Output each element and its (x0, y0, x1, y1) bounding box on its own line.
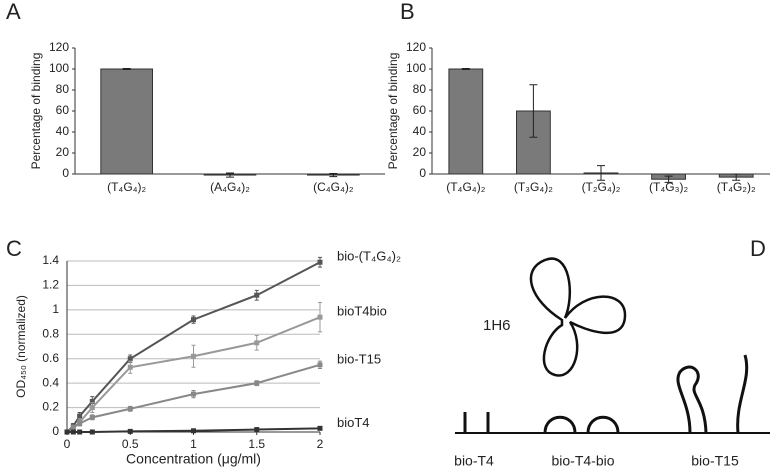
y-tick-label: 1.4 (42, 253, 59, 267)
x-tick-label: 2 (317, 437, 324, 451)
y-tick-label: 120 (406, 40, 426, 54)
stems (463, 412, 490, 433)
protein-shape (529, 257, 627, 377)
y-tick-label: 20 (56, 145, 70, 159)
y-tick-label: 80 (56, 82, 70, 96)
x-tick-label: (T₄G₄)₂ (107, 180, 146, 194)
point (64, 429, 70, 435)
y-tick-label: 0 (52, 424, 59, 438)
error-bar (329, 172, 338, 178)
y-tick-label: 1 (52, 302, 59, 316)
panel-label: C (6, 236, 22, 261)
series-label: bioT4bio (337, 304, 387, 319)
y-axis-label: Percentage of binding (386, 53, 400, 170)
point (191, 353, 196, 359)
construct-label: bio-T15 (691, 453, 739, 469)
error-bar (664, 175, 673, 183)
y-axis-label: Percentage of binding (29, 53, 43, 170)
protein-label: 1H6 (483, 317, 511, 334)
point (77, 420, 83, 426)
panel-label: A (6, 0, 21, 24)
point (317, 259, 323, 265)
y-tick-label: 120 (49, 40, 69, 54)
bar (448, 68, 484, 175)
point (89, 429, 95, 435)
error-bar (226, 172, 234, 178)
series-label: bioT4 (337, 415, 370, 430)
construct-label: bio-T4 (454, 453, 494, 469)
point (191, 428, 196, 434)
x-tick-label: (T₂G₄)₂ (582, 180, 621, 194)
error-bar (461, 67, 470, 71)
point (254, 292, 260, 298)
point (254, 380, 260, 386)
y-tick-label: 0.2 (42, 400, 59, 414)
x-tick-label: (T₃G₄)₂ (514, 180, 553, 194)
y-tick-label: 20 (413, 145, 427, 159)
y-axis-label: OD₄₅₀ (normalized) (14, 295, 28, 398)
point (89, 405, 95, 411)
point (254, 340, 260, 346)
point (77, 429, 83, 435)
y-tick-label: 40 (413, 124, 427, 138)
loops (543, 415, 620, 434)
x-tick-label: 1 (190, 437, 197, 451)
y-tick-label: 0.6 (42, 351, 59, 365)
point (317, 362, 323, 368)
diagram (455, 257, 770, 434)
y-tick-label: 100 (49, 61, 69, 75)
error-bar (597, 165, 605, 181)
x-tick-label: (T₄G₄)₂ (446, 180, 485, 194)
series-line (66, 363, 321, 433)
error-bar (122, 67, 131, 71)
y-tick-label: 0.4 (42, 375, 59, 389)
error-bar (529, 84, 538, 138)
x-tick-label: 1.5 (248, 437, 265, 451)
y-tick-label: 0 (419, 166, 426, 180)
y-tick-label: 0.8 (42, 326, 59, 340)
panel-label: D (750, 236, 766, 261)
point (70, 424, 76, 430)
point (127, 406, 133, 412)
y-tick-label: 60 (56, 103, 70, 117)
y-tick-label: 0 (62, 166, 69, 180)
series-label: bio-(T₄G₄)₂ (337, 249, 401, 264)
point (89, 414, 95, 420)
point (191, 391, 196, 397)
point (127, 428, 133, 434)
y-tick-label: 1.2 (42, 278, 59, 292)
x-tick-label: (T₄G₂)₂ (717, 180, 756, 194)
construct-label: bio-T4-bio (551, 453, 614, 469)
point (89, 398, 95, 404)
y-tick-label: 80 (413, 82, 427, 96)
x-tick-label: (A₄G₄)₂ (210, 180, 250, 194)
point (127, 364, 133, 370)
x-axis-label: Concentration (μg/ml) (126, 451, 261, 467)
point (70, 429, 76, 435)
point (317, 425, 323, 431)
series-label: bio-T15 (337, 351, 381, 366)
y-tick-label: 100 (406, 61, 426, 75)
point (77, 413, 83, 419)
point (254, 427, 260, 433)
point (127, 356, 133, 362)
strands (676, 354, 749, 434)
bar (100, 68, 154, 175)
point (191, 317, 196, 323)
y-tick-label: 60 (413, 103, 427, 117)
point (317, 314, 323, 320)
x-tick-label: 0 (64, 437, 71, 451)
x-tick-label: 0.5 (122, 437, 139, 451)
x-tick-label: (C₄G₄)₂ (313, 180, 354, 194)
error-bar (732, 173, 741, 181)
panel-label: B (400, 0, 415, 24)
x-tick-label: (T₄G₃)₂ (649, 180, 688, 194)
y-tick-label: 40 (56, 124, 70, 138)
